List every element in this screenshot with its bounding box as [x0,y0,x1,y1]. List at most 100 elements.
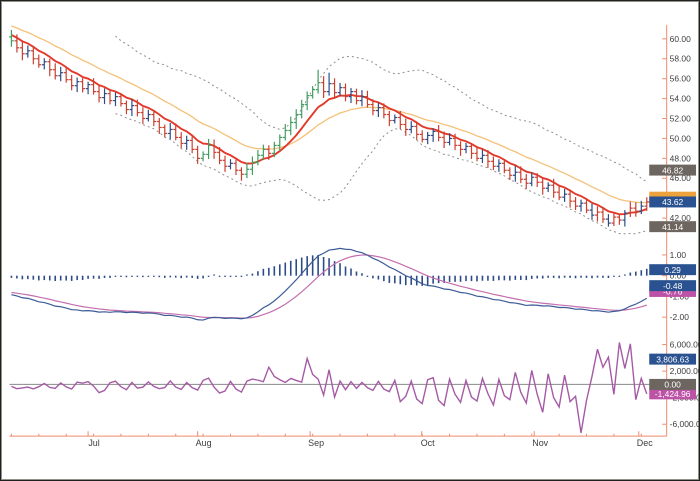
price-bar [381,103,387,119]
month-label: Dec [637,438,653,448]
upper-band-line [115,35,648,183]
price-bar [452,133,458,151]
ohlc-bars [9,29,650,227]
price-bar [491,156,496,171]
band-low-badge [649,221,697,233]
price-bar [337,82,343,96]
price-bar [36,54,42,68]
price-bar [266,145,272,160]
macd-histogram [10,254,648,286]
y-tick-label: 1.00 [670,250,687,260]
price-bar [644,197,650,211]
price-bar [211,139,217,159]
price-bar [9,29,14,47]
y-tick-label: -2.00 [670,312,690,322]
y-tick-label: 54.00 [670,94,691,104]
price-bar [425,131,431,145]
price-bar [80,78,86,93]
price-bar [310,86,316,99]
price-bar [447,133,452,146]
price-bar [315,69,321,94]
price-bar [107,88,113,105]
y-tick-label: -6,000.00 [670,419,699,429]
price-bar [277,134,283,151]
price-bar [436,124,442,142]
price-bar [244,162,250,179]
price-bar [567,189,573,208]
y-tick-label: 46.00 [670,173,691,183]
histogram-value-badge-label: 0.29 [664,265,681,275]
price-bar [441,131,447,149]
price-bar [595,206,600,222]
oscillator-line [11,342,648,434]
macd-line [11,247,648,321]
price-bar [540,178,546,195]
axis-badges: 46.82 41.14 43.62 0.29 -0.76-0.48 3,806.63 -1,… [649,164,697,400]
price-bar [386,110,392,127]
price-bar [507,167,513,181]
price-bar [419,130,425,143]
price-bar [622,210,628,227]
price-bar [91,78,96,95]
signal-value-badge [649,285,697,297]
price-bar [145,109,151,122]
price-bar [63,67,69,83]
price-bar [47,58,53,77]
band-high-badge [649,164,697,176]
price-bar [485,150,491,168]
price-bar [184,135,190,150]
price-bar [304,91,310,111]
oscillator-zero-badge [649,378,697,390]
price-bar [173,123,179,141]
price-bar [222,155,228,172]
price-bar [414,121,420,141]
y-tick-label: 48.00 [670,153,691,163]
price-bar [74,77,80,93]
price-bar [85,81,91,95]
last-price-badge [649,196,697,208]
lower-band-line [115,113,647,235]
oscillator-value-badge [649,388,697,400]
price-bar [474,146,480,162]
price-bar [118,93,124,107]
price-bar [140,107,146,125]
price-bar [611,212,617,227]
price-bar [134,99,140,117]
price-bar [332,78,337,99]
price-bar [458,141,463,156]
price-bar [616,213,622,225]
price-bar [529,172,535,187]
price-bar [348,88,354,104]
y-tick-label: 56.00 [670,74,691,84]
price-bar [167,122,173,140]
price-bar [534,173,540,187]
price-bar [518,166,524,184]
histogram-value-badge [649,264,697,276]
month-label: Oct [421,438,435,448]
price-bar [228,159,233,170]
month-label: Jul [88,438,99,448]
price-bar [343,83,348,102]
price-panel [10,25,648,235]
price-bar [573,197,578,211]
month-label: Sep [308,438,324,448]
price-bar [299,99,305,119]
price-bar [408,121,414,134]
price-bar [562,188,567,202]
price-bar [255,150,261,166]
y-tick-label: 0.00 [670,271,687,281]
oscillator-zero-badge-label: 0.00 [664,380,681,390]
price-bar [151,110,157,127]
price-bar [195,145,201,164]
price-bar [288,116,294,136]
price-bar [52,63,58,80]
y-tick-label: 50.00 [670,133,691,143]
price-bar [578,199,584,212]
signal-value-badge-label: -0.76 [663,287,683,297]
price-bar [359,90,365,107]
price-bar [217,147,222,165]
y-tick-label: 6,000.00 [670,340,699,350]
month-label: Nov [532,438,548,448]
price-bar [321,76,327,99]
